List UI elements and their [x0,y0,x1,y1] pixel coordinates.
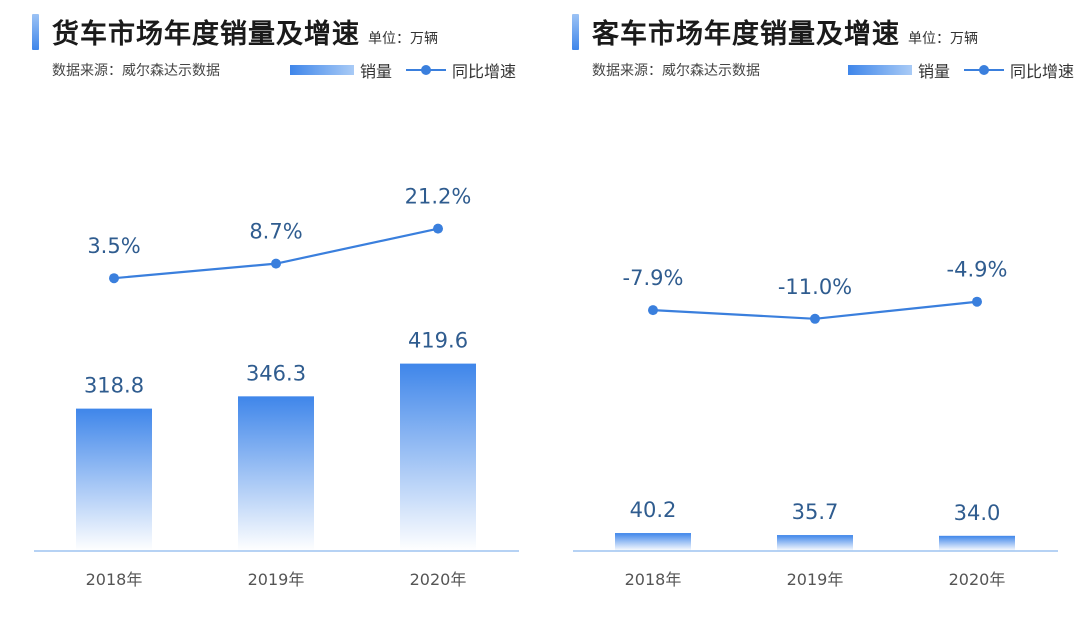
title-accent-bar [32,14,39,50]
bar-value-label-1: 346.3 [246,361,306,385]
growth-point-2 [433,223,443,234]
growth-point-1 [271,258,281,269]
x-tick-label-1: 2019年 [787,570,844,589]
data-source: 数据来源：威尔森达示数据 [52,63,220,79]
chart-title: 客车市场年度销量及增速 单位：万辆 [592,19,978,50]
bar-1 [777,535,853,551]
legend-bar-label: 销量 [918,62,951,81]
legend-bar-label: 销量 [360,62,393,81]
unit-label: 单位：万辆 [368,31,438,47]
chart-title: 货车市场年度销量及增速 单位：万辆 [52,19,438,50]
legend-line-swatch [406,65,447,75]
x-tick-label-0: 2018年 [86,570,143,589]
growth-point-0 [109,273,119,284]
bus-chart-panel: 客车市场年度销量及增速 单位：万辆 数据来源：威尔森达示数据 销量 同比增速 40… [540,0,1080,617]
bar-0 [76,408,152,551]
x-tick-label-0: 2018年 [625,570,682,589]
growth-label-0: 3.5% [87,234,140,258]
legend: 销量 同比增速 [848,58,1074,82]
bar-value-label-0: 40.2 [630,498,677,522]
growth-label-1: -11.0% [778,275,852,299]
x-tick-label-2: 2020年 [949,570,1006,589]
truck-chart-svg: 318.8 346.3 419.6 2018年 2019年 2020年 3.5% 8.7% 21… [34,185,519,589]
growth-label-0: -7.9% [623,266,684,290]
bus-chart-svg: 40.2 35.7 34.0 2018年 2019年 2020年 -7.9% -11.0% -4… [573,258,1058,589]
growth-point-0 [648,305,658,316]
legend: 销量 同比增速 [290,58,516,82]
x-tick-label-2: 2020年 [410,570,467,589]
bar-1 [238,396,314,551]
bar-value-label-1: 35.7 [792,500,839,524]
bar-value-label-2: 419.6 [408,329,468,353]
legend-line-label: 同比增速 [452,62,517,81]
bar-0 [615,533,691,551]
bar-value-label-2: 34.0 [954,501,1001,525]
unit-label: 单位：万辆 [908,31,978,47]
legend-bar-swatch [290,65,354,75]
bar-2 [939,535,1015,551]
growth-label-2: 21.2% [405,185,472,209]
bar-value-label-0: 318.8 [84,374,144,398]
truck-chart-panel: 货车市场年度销量及增速 单位：万辆 数据来源：威尔森达示数据 销量 同比增速 31… [32,14,519,589]
legend-bar-swatch [848,65,912,75]
title-accent-bar [572,14,579,50]
legend-line-label: 同比增速 [1010,62,1075,81]
data-source: 数据来源：威尔森达示数据 [592,63,760,79]
growth-point-1 [810,313,820,324]
growth-label-2: -4.9% [947,258,1008,282]
legend-line-swatch [964,65,1005,75]
bar-2 [400,363,476,551]
growth-label-1: 8.7% [249,220,302,244]
x-tick-label-1: 2019年 [248,570,305,589]
growth-point-2 [972,296,982,307]
